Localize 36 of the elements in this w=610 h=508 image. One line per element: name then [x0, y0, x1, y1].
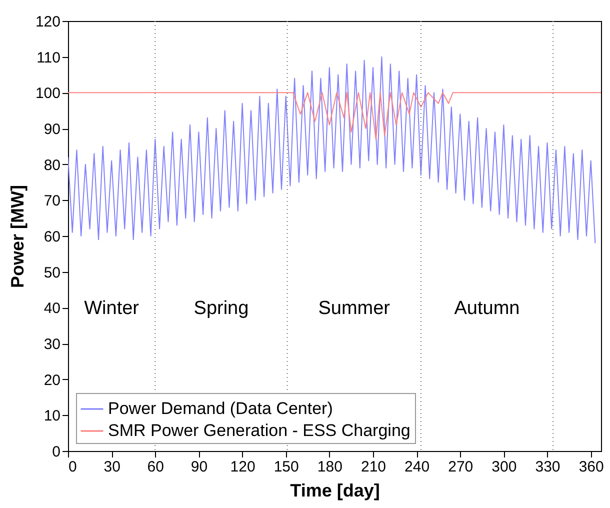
y-tick-label: 50: [44, 264, 60, 282]
legend-label: Power Demand (Data Center): [108, 399, 333, 418]
x-tick-label: 240: [404, 458, 430, 476]
x-tick-label: 210: [360, 458, 386, 476]
x-tick-label: 60: [147, 458, 164, 476]
x-tick-label: 270: [448, 458, 474, 476]
y-tick-label: 120: [35, 14, 60, 30]
y-tick-label: 100: [35, 85, 60, 102]
annotation: Summer: [318, 298, 391, 319]
y-tick-label: 0: [52, 444, 60, 460]
x-tick-label: 360: [578, 458, 604, 476]
x-tick-label: 180: [317, 458, 342, 476]
legend-label: SMR Power Generation - ESS Charging: [108, 421, 410, 440]
x-tick-label: 300: [492, 458, 517, 476]
x-tick-label: 90: [190, 458, 208, 476]
x-tick-label: 0: [68, 458, 77, 476]
x-tick-label: 30: [104, 458, 120, 476]
y-tick-label: 60: [44, 228, 60, 246]
x-tick-label: 330: [535, 458, 560, 476]
y-tick-label: 40: [44, 300, 60, 318]
line-series: [68, 56, 596, 244]
annotation: Winter: [84, 298, 140, 319]
y-tick-label: 20: [44, 372, 60, 389]
annotation: Spring: [194, 298, 249, 319]
y-tick-label: 90: [44, 121, 60, 138]
y-axis-title: Power [MW]: [7, 185, 28, 288]
x-tick-label: 120: [230, 458, 256, 476]
line-series: [68, 92, 601, 140]
y-tick-label: 10: [44, 408, 60, 425]
y-tick-label: 70: [44, 192, 60, 210]
y-tick-label: 80: [44, 156, 60, 174]
y-tick-label: 30: [44, 336, 60, 353]
x-axis-title: Time [day]: [290, 480, 380, 500]
annotation: Autumn: [454, 298, 520, 319]
y-tick-label: 110: [36, 49, 60, 66]
x-tick-label: 150: [274, 458, 299, 476]
